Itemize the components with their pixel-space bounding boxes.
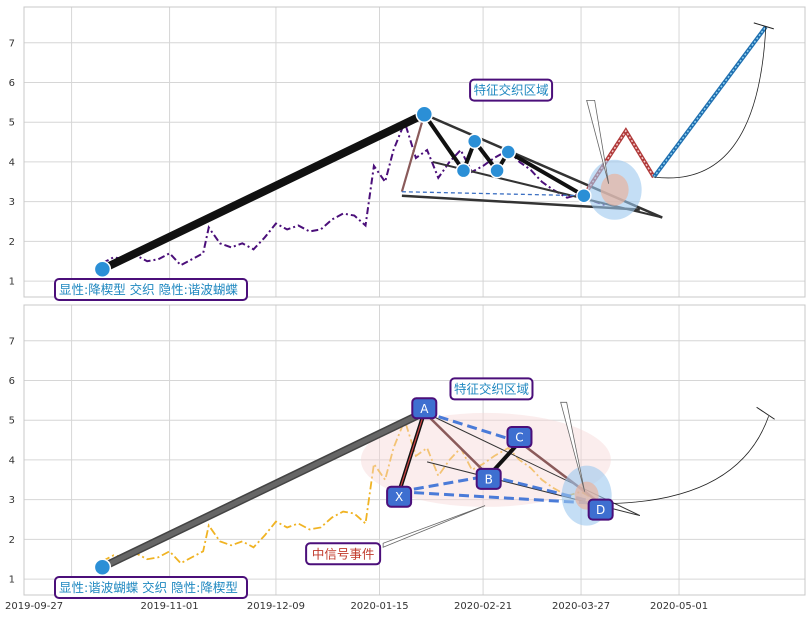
top-keypoint-4 [489, 162, 505, 179]
top-ytick-3: 3 [9, 197, 15, 208]
bottom-point-box-x [386, 485, 413, 508]
top-ytick-1: 1 [9, 277, 15, 288]
top-trend-line [98, 110, 429, 274]
bottom-pattern-box [54, 576, 248, 599]
top-zone-label: 特征交织区域 [474, 83, 549, 98]
xtick-2020-05-01: 2020-05-01 [650, 601, 708, 612]
top-frame [23, 6, 806, 298]
bottom-leg-1 [423, 411, 490, 477]
bottom-zone-box [449, 377, 534, 401]
bottom-frame [23, 304, 806, 596]
bottom-point-label-a: A [420, 402, 429, 416]
top-zigzag [422, 113, 585, 198]
bottom-xa-inner [398, 412, 425, 492]
bottom-point-box-c [506, 426, 533, 449]
top-proj-blue-hatch [653, 26, 767, 178]
bottom-ytick-2: 2 [9, 535, 15, 546]
top-ytick-4: 4 [9, 157, 15, 168]
bottom-proj-arc [600, 416, 769, 505]
bottom-proj-cap [756, 406, 775, 420]
bottom-ytick-6: 6 [9, 376, 15, 387]
top-pattern-label: 显性:降楔型 交织 隐性:谐波蝴蝶 [59, 282, 238, 297]
top-zone-arrow [586, 99, 610, 184]
bottom-ytick-4: 4 [9, 455, 15, 466]
bottom-ytick-5: 5 [9, 416, 15, 427]
bottom-xb-dashed [398, 474, 489, 494]
top-ytick-7: 7 [9, 38, 15, 49]
bottom-signal-box [305, 542, 382, 566]
top-xa-line [400, 113, 426, 193]
top-zone-box [469, 78, 554, 102]
top-xd-dashed [401, 191, 584, 197]
bottom-point-box-a [411, 397, 438, 420]
bottom-ytick-3: 3 [9, 495, 15, 506]
bottom-signal-label: 中信号事件 [312, 546, 375, 561]
top-keypoint-5 [500, 144, 517, 160]
top-proj-cap [753, 22, 774, 30]
top-ytick-2: 2 [9, 237, 15, 248]
top-zone-inner [600, 173, 629, 206]
xtick-2020-03-27: 2020-03-27 [552, 601, 610, 612]
bottom-ac-dashed [423, 410, 520, 444]
bottom-point-label-d: D [596, 503, 605, 517]
xtick-2020-02-21: 2020-02-21 [454, 601, 512, 612]
xtick-2020-01-15: 2020-01-15 [350, 601, 408, 612]
bottom-ytick-7: 7 [9, 336, 15, 347]
top-ytick-6: 6 [9, 78, 15, 89]
bottom-zone-label: 特征交织区域 [454, 381, 529, 396]
xtick-2019-12-09: 2019-12-09 [247, 601, 305, 612]
top-proj-arc [653, 26, 767, 179]
bottom-signal-arrow [382, 505, 486, 548]
bottom-point-label-x: X [395, 490, 403, 504]
bottom-pattern-label: 显性:谐波蝴蝶 交织 隐性:降楔型 [59, 580, 238, 595]
bottom-point-box-d [587, 498, 614, 521]
bottom-point-label-c: C [515, 431, 523, 445]
xtick-2019-11-01: 2019-11-01 [141, 601, 199, 612]
top-keypoint-2 [455, 162, 472, 179]
top-keypoint-6 [576, 187, 592, 204]
top-pattern-box [54, 278, 248, 301]
xtick-2019-09-27: 2019-09-27 [5, 601, 63, 612]
bottom-point-box-b [475, 467, 502, 490]
top-keypoint-3 [466, 133, 483, 150]
top-ytick-5: 5 [9, 118, 15, 129]
top-price-line [101, 119, 607, 267]
bottom-price-line [101, 417, 607, 565]
bottom-trend-start [93, 558, 112, 576]
bottom-ytick-1: 1 [9, 575, 15, 586]
bottom-point-label-b: B [485, 472, 493, 486]
bottom-zone-arrow [560, 401, 586, 492]
bottom-pattern-shade [360, 412, 611, 507]
top-keypoint-1 [415, 105, 434, 124]
bottom-trend-line-inner [101, 410, 426, 570]
top-keypoint-0 [93, 260, 112, 278]
